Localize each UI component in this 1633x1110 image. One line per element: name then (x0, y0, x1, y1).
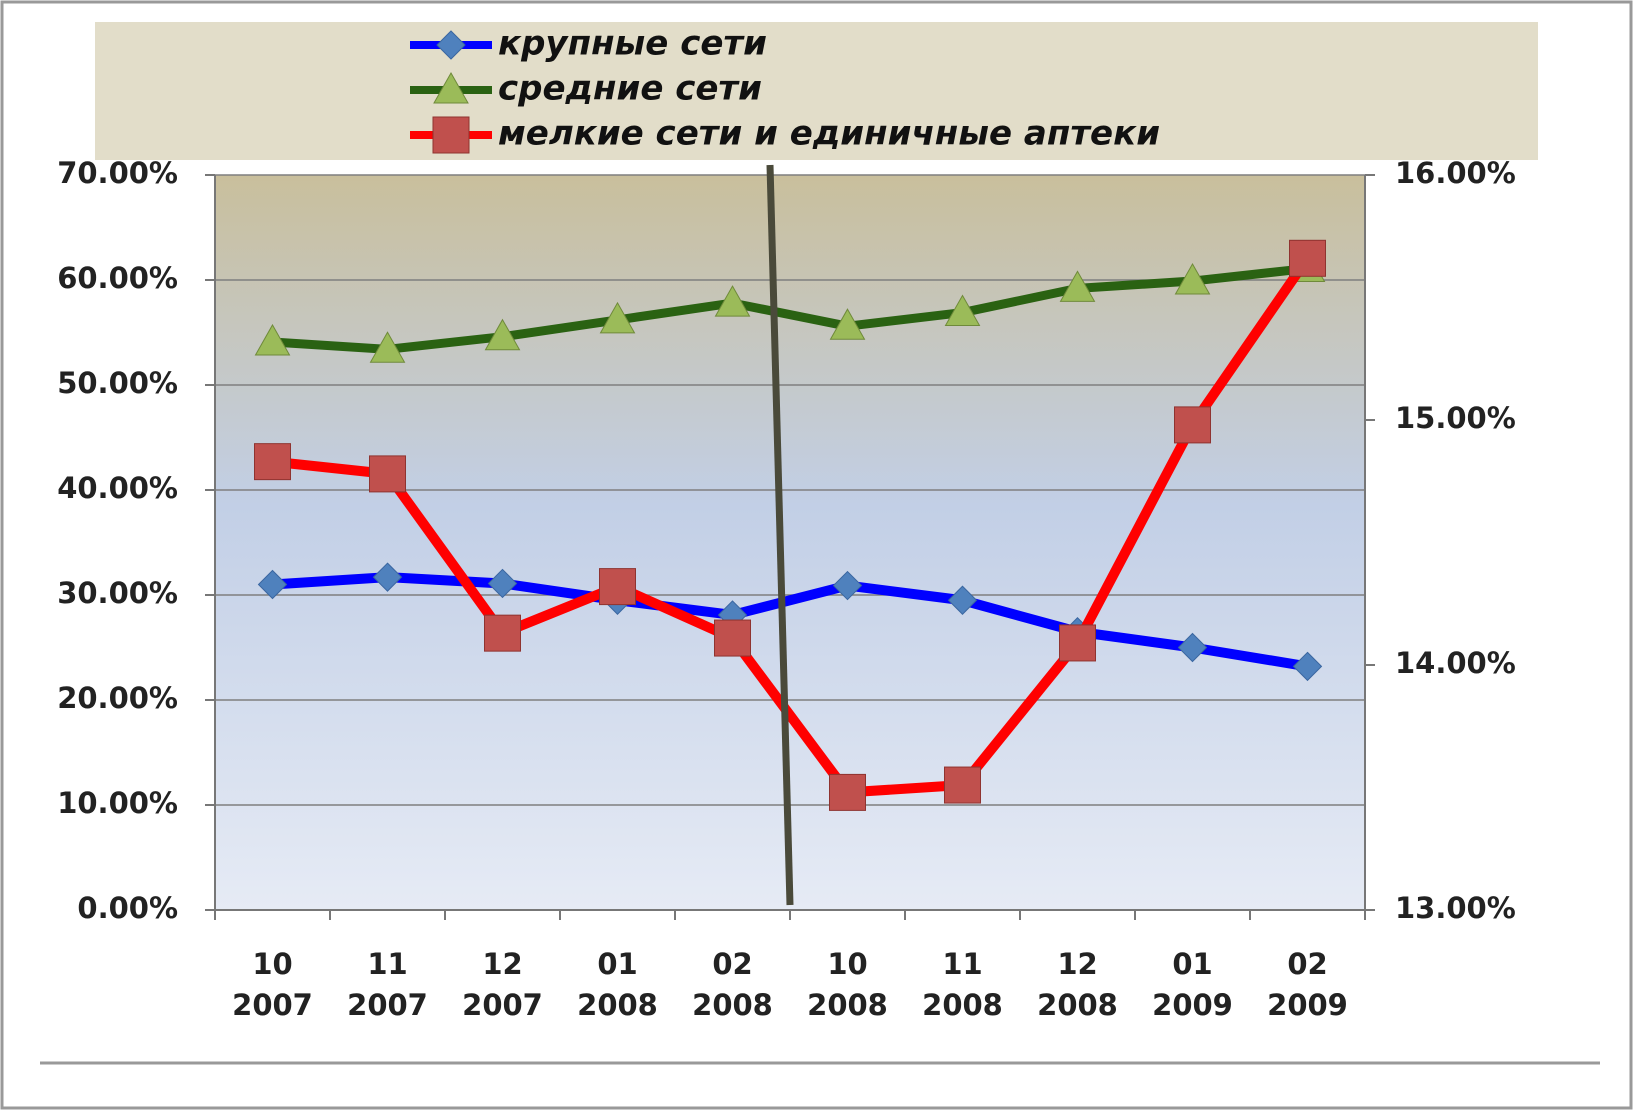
legend-label: средние сети (498, 69, 762, 109)
marker (369, 331, 406, 363)
marker (829, 773, 866, 811)
marker (1289, 239, 1326, 277)
marker (369, 455, 406, 493)
marker (599, 301, 636, 334)
y-tick-label: 70.00% (57, 156, 178, 190)
marker (832, 570, 863, 601)
marker (1292, 651, 1323, 682)
marker (257, 569, 288, 600)
x-tick-label: 12 (482, 947, 522, 981)
y-tick-label: 50.00% (57, 366, 178, 400)
x-tick-label: 02 (712, 947, 752, 981)
marker (599, 568, 636, 606)
x-tick-label: 2008 (577, 988, 658, 1022)
x-tick-label: 11 (367, 947, 407, 981)
x-tick-label: 12 (1057, 947, 1097, 981)
series-line (272, 572, 1309, 672)
y-tick-label: 20.00% (57, 681, 178, 715)
marker (484, 614, 521, 652)
y-tick-label: 10.00% (57, 786, 178, 820)
marker (487, 568, 518, 599)
y2-tick-label: 13.00% (1395, 891, 1516, 925)
marker (254, 323, 291, 356)
x-tick-label: 01 (597, 947, 637, 981)
x-tick-label: 11 (942, 947, 982, 981)
marker (1059, 624, 1096, 662)
legend-label: мелкие сети и единичные аптеки (498, 114, 1160, 154)
x-tick-label: 2007 (462, 988, 543, 1022)
y-tick-label: 60.00% (57, 261, 178, 295)
marker (484, 318, 521, 351)
y2-tick-label: 15.00% (1395, 401, 1516, 435)
y2-tick-label: 14.00% (1395, 646, 1516, 680)
x-tick-label: 02 (1287, 947, 1327, 981)
series-line (272, 263, 1308, 354)
x-tick-label: 2008 (922, 988, 1003, 1022)
marker (1174, 406, 1211, 444)
marker (947, 585, 978, 615)
marker (714, 285, 751, 317)
marker (829, 308, 866, 340)
marker (1059, 270, 1096, 302)
x-tick-label: 2007 (232, 988, 313, 1022)
marker (714, 619, 751, 657)
marker (1174, 263, 1211, 295)
x-tick-label: 2007 (347, 988, 428, 1022)
x-tick-label: 2008 (1037, 988, 1118, 1022)
y-tick-label: 40.00% (57, 471, 178, 505)
x-tick-label: 2009 (1152, 988, 1233, 1022)
marker (1177, 632, 1208, 663)
marker (436, 30, 466, 60)
marker (432, 116, 470, 154)
x-tick-label: 2009 (1267, 988, 1348, 1022)
marker (944, 294, 981, 327)
marker (372, 562, 403, 592)
marker (254, 443, 291, 481)
y-tick-label: 30.00% (57, 576, 178, 610)
marker (433, 71, 469, 104)
x-tick-label: 2008 (807, 988, 888, 1022)
x-tick-label: 10 (827, 947, 867, 981)
x-tick-label: 01 (1172, 947, 1212, 981)
y2-tick-label: 16.00% (1395, 156, 1516, 190)
period-divider (766, 164, 794, 906)
x-tick-label: 10 (252, 947, 292, 981)
legend-label: крупные сети (498, 24, 767, 64)
y-tick-label: 0.00% (77, 891, 178, 925)
series-line (271, 255, 1312, 798)
x-tick-label: 2008 (692, 988, 773, 1022)
legend-box (95, 22, 1538, 160)
marker (944, 766, 981, 804)
